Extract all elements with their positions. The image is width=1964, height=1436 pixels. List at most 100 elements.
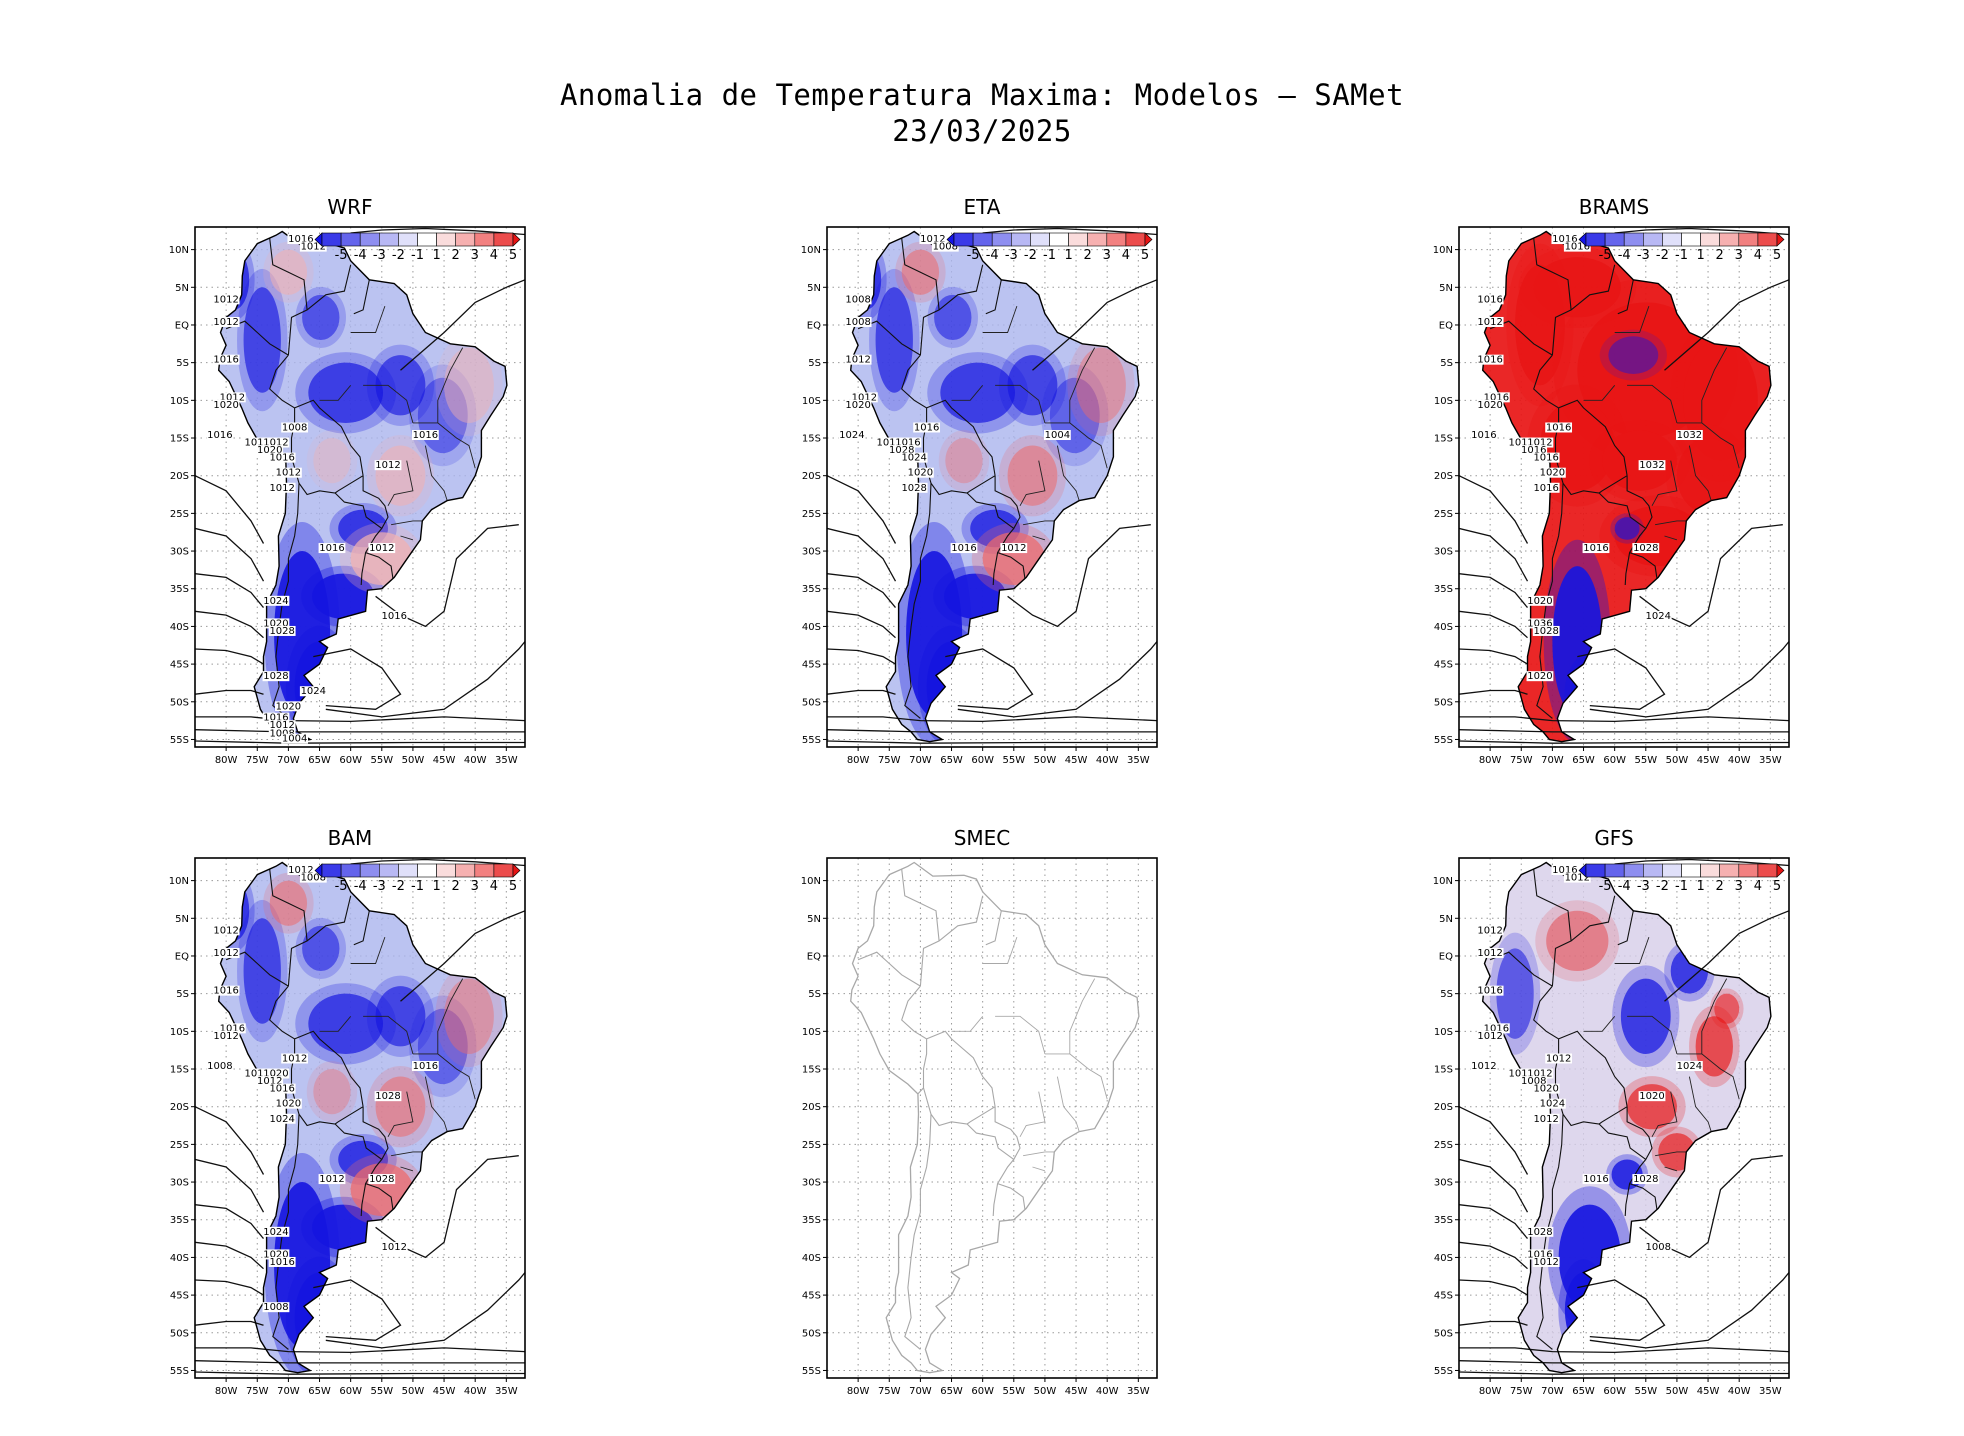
isobar-line — [1459, 475, 1529, 544]
colorbar-label: -4 — [354, 248, 367, 263]
isobar-line — [195, 1204, 265, 1240]
isobar-label: 1016 — [1565, 242, 1590, 253]
lat-tick-label: 10N — [169, 876, 189, 887]
isobar-label: 1008 — [263, 1302, 288, 1313]
isobar-label: 1012 — [319, 1174, 344, 1185]
lon-tick-label: 80W — [215, 1386, 238, 1397]
colorbar-label: -4 — [1618, 879, 1631, 894]
panel-eta: ETA 1012 1008 1008 1008 1012 1012 1020 1024 1012… — [772, 195, 1192, 795]
colorbar-swatch — [1585, 863, 1606, 878]
isobar-label-bg — [1507, 437, 1535, 448]
map-svg: 1012100810121012101610161012100810121020… — [169, 857, 526, 1397]
isobar-label-bg — [1043, 430, 1071, 441]
state-borders — [319, 936, 476, 1172]
colorbar-label: -2 — [1024, 248, 1037, 263]
lat-tick-label: 45S — [1434, 660, 1453, 671]
isobar-line — [1459, 1204, 1529, 1240]
isobar-label: 1024 — [263, 596, 288, 607]
lon-tick-label: 70W — [909, 1386, 932, 1397]
isobar-label-bg — [262, 618, 290, 629]
colorbar-arrow-max — [512, 863, 521, 878]
isobar-label: 1016 — [895, 438, 920, 449]
isobar-label-bg — [1526, 618, 1554, 629]
colorbar-arrow-max — [512, 232, 521, 247]
isobar-label: 1004 — [282, 734, 307, 745]
isobar-label-bg — [374, 1091, 402, 1102]
colorbar-swatch — [379, 863, 399, 878]
isobar-label-bg — [1632, 1174, 1660, 1185]
colorbar-label: 2 — [1084, 248, 1092, 263]
colorbar-swatch — [1106, 232, 1127, 247]
isobar-line — [350, 227, 525, 236]
lon-tick-label: 45W — [1697, 755, 1720, 766]
lon-tick-label: 80W — [1479, 755, 1502, 766]
lon-tick-label: 35W — [1759, 1386, 1782, 1397]
isobar-line — [827, 475, 897, 544]
isobar-line — [1664, 279, 1789, 371]
isobar-label-bg — [268, 720, 296, 731]
map-frame — [194, 857, 526, 1379]
colorbar-label: 2 — [1716, 248, 1724, 263]
lat-tick-label: EQ — [807, 951, 821, 962]
cold-anomaly-area — [1614, 517, 1640, 540]
isobar-label: 1028 — [375, 1091, 400, 1102]
lat-tick-label: 30S — [170, 547, 189, 558]
colorbar-swatch — [1643, 863, 1663, 878]
isobar-labels: 1016101210121012101610161012101210121012… — [1470, 865, 1703, 1268]
isobar-label: 1012 — [877, 438, 902, 449]
isobar-labels: 1016101610161012101610161020101610161012… — [1470, 234, 1703, 682]
lon-tick-label: 35W — [1127, 1386, 1150, 1397]
panel-brams: BRAMS 1016 1016 1016 1012 1016 1016 1020 1016 10… — [1404, 195, 1824, 795]
isobar-line — [325, 1272, 525, 1349]
isobar-label: 1032 — [1639, 460, 1664, 471]
isobar-label: 1016 — [1546, 422, 1571, 433]
isobar-line — [1589, 1272, 1789, 1349]
isobar-line — [957, 641, 1157, 718]
colorbar-swatch — [1662, 232, 1682, 247]
map-frame — [1458, 226, 1790, 748]
state-borders — [951, 936, 1108, 1172]
isobar-label: 1012 — [213, 317, 238, 328]
panel-smec: SMEC 10N 5N EQ 5S 10S 15S 20S 25S 30S 35S 40S 45S 50… — [772, 826, 1192, 1426]
isobar-label-bg — [212, 925, 240, 936]
colorbar-swatch — [1030, 232, 1050, 247]
colorbar-swatch — [1011, 232, 1031, 247]
isobar-label: 1008 — [933, 242, 958, 253]
colorbar-swatch — [455, 232, 476, 247]
cold-anomaly-area-halo — [1041, 364, 1109, 467]
lon-tick-label: 70W — [909, 755, 932, 766]
isobar-label-bg — [1526, 671, 1554, 682]
isobar-label-bg — [1482, 1023, 1510, 1034]
isobar-contours — [1459, 227, 1789, 744]
grid-lines — [827, 858, 1157, 1378]
isobar-label-bg — [1476, 316, 1504, 327]
lat-tick-label: 45S — [1434, 1291, 1453, 1302]
isobar-line — [195, 1279, 264, 1296]
isobar-labels: 1016101210121012101610121020101610121012… — [206, 234, 439, 745]
isobar-line — [195, 729, 525, 733]
isobar-line — [827, 610, 896, 639]
colorbar-label: -2 — [1656, 248, 1669, 263]
isobar-line — [195, 740, 525, 744]
isobar-line — [195, 1106, 265, 1175]
isobar-label: 1016 — [207, 430, 232, 441]
isobar-line — [1459, 527, 1529, 582]
isobar-label: 1020 — [263, 1249, 288, 1260]
colorbar-label: -3 — [373, 879, 386, 894]
isobar-label-bg — [380, 1241, 408, 1252]
anomaly-field — [218, 862, 507, 1373]
map-frame — [194, 226, 526, 748]
lon-tick-label: 80W — [1479, 1386, 1502, 1397]
isobar-label-bg — [1551, 234, 1579, 245]
cold-anomaly-area — [308, 362, 384, 423]
lat-tick-label: 30S — [802, 547, 821, 558]
isobar-line — [1459, 1241, 1528, 1270]
isobar-label-bg — [900, 452, 928, 463]
isobar-label: 1008 — [1646, 1242, 1671, 1253]
isobar-label: 1012 — [1477, 1031, 1502, 1042]
isobar-line — [1459, 610, 1528, 639]
colorbar-swatch — [321, 863, 342, 878]
isobar-label: 1004 — [1045, 430, 1070, 441]
colorbar-label: 3 — [471, 879, 479, 894]
isobar-line — [1459, 1106, 1529, 1175]
